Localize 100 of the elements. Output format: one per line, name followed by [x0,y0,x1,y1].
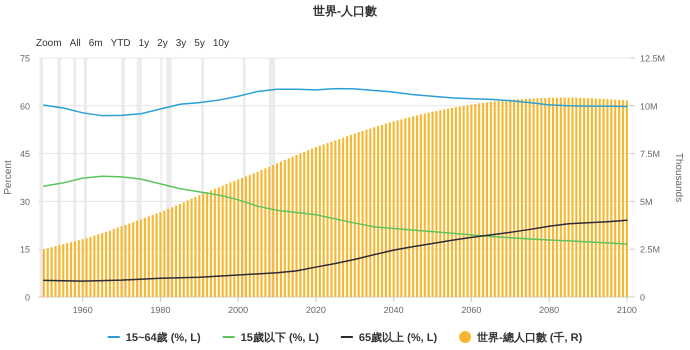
bar [86,238,88,297]
bar [369,128,372,297]
legend-label: 65歲以上 (%, L) [358,331,438,344]
bar [536,98,539,297]
text: 6m [88,38,103,49]
bar [190,198,193,297]
bar [424,114,426,297]
x-tick-label: 1960 [72,305,93,315]
text: YTD [110,38,131,49]
x-tick-label: 1980 [150,305,170,315]
bar [136,220,138,297]
bar [58,244,60,297]
bar [482,102,484,297]
bar [299,153,302,297]
text: Zoom [36,38,62,49]
bar [362,131,364,297]
bar [93,236,96,297]
y2-tick-label: 10M [640,101,658,112]
bar [466,105,469,297]
line-series [43,175,628,245]
bar [194,196,196,297]
bar [626,100,628,297]
bar [144,218,146,297]
bar [112,228,115,297]
bar [428,112,430,297]
bar [218,187,220,297]
bar [505,100,508,297]
bar [388,122,391,297]
text: All [70,38,81,49]
bar [470,104,472,297]
bar [498,101,500,297]
bar [454,107,457,297]
bar [237,179,240,297]
bar [416,115,418,297]
bar [571,98,574,297]
bar [462,106,465,297]
text: 5y [194,38,205,49]
y-tick-label: 60 [20,101,30,112]
y-tick-label: 30 [20,196,30,207]
legend-label: 15歲以下 (%, L) [240,331,320,344]
y2-tick-label: 5M [640,196,653,207]
bar [292,156,294,297]
bar [222,186,224,297]
bar [350,134,352,297]
bar [322,144,325,297]
text: 10y [212,38,229,49]
bar [307,150,310,297]
bar [303,152,306,297]
bar [540,98,542,297]
bar [104,232,108,297]
bar [326,143,329,297]
text: 2y [157,38,168,49]
bar [598,98,601,297]
bar [556,98,558,297]
text: 3y [176,38,186,49]
bar [490,102,492,297]
bar [568,98,570,297]
bar [342,138,344,297]
bar [78,240,80,297]
bar [101,233,104,297]
bar [233,180,236,297]
bar [140,219,142,297]
bar [564,98,566,297]
bar [272,165,274,297]
bar [280,162,282,297]
bar [447,108,450,297]
bar [408,117,410,297]
bar [210,190,212,297]
bar [404,118,406,297]
bar [284,160,286,297]
bar [206,192,208,297]
bar [288,158,290,297]
bar [74,241,76,297]
bar [575,98,578,297]
bar [524,98,527,297]
chart-title: 世界-人口數 [312,4,378,18]
bar [590,98,593,297]
bar [450,108,454,297]
bar [532,98,535,297]
bar [108,230,111,297]
bar [618,100,620,297]
bar [97,234,100,297]
bar [528,98,531,297]
bar [42,249,45,297]
y2-axis-title: Thousands [673,152,684,202]
bar [610,99,612,297]
bar [583,98,586,297]
bar [552,98,554,297]
bar [606,99,609,297]
bar [120,226,123,297]
bar [338,139,340,297]
bar [152,214,154,297]
bar [252,173,255,297]
bar [396,120,399,297]
bar [310,148,314,297]
bar [560,98,562,297]
bar [155,213,158,297]
x-tick-label: 2080 [539,305,560,315]
bar [478,103,480,297]
x-tick-label: 2040 [384,305,404,315]
